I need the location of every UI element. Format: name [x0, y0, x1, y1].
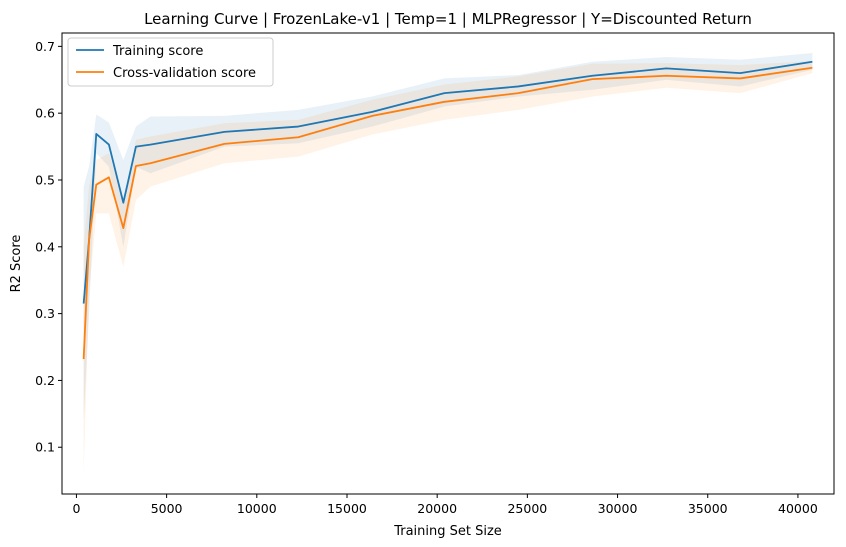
- x-tick-label: 30000: [598, 501, 638, 516]
- legend-label-training: Training score: [112, 44, 203, 59]
- legend: Training score Cross-validation score: [67, 37, 274, 87]
- plot-frame: [61, 32, 835, 495]
- legend-box: [67, 37, 274, 87]
- y-tick-label: 0.1: [35, 440, 55, 455]
- x-axis-ticks: 0 5000 10000 15000 20000 25000 30000 35000 40000: [72, 494, 818, 516]
- x-axis-label: Training Set Size: [393, 524, 502, 539]
- legend-label-cv: Cross-validation score: [113, 66, 256, 81]
- x-tick-label: 40000: [778, 501, 818, 516]
- x-tick-label: 35000: [688, 501, 728, 516]
- series-line-0: [82, 60, 813, 304]
- series-lines: [82, 60, 813, 360]
- y-tick-label: 0.7: [35, 39, 55, 54]
- y-axis-ticks: 0.1 0.2 0.3 0.4 0.5 0.6 0.7: [35, 39, 62, 455]
- y-tick-label: 0.5: [35, 172, 55, 187]
- y-tick-label: 0.2: [35, 373, 55, 388]
- x-tick-label: 20000: [417, 501, 457, 516]
- y-tick-label: 0.6: [35, 106, 55, 121]
- series-line-1: [82, 66, 813, 360]
- confidence-bands: [83, 53, 813, 474]
- x-tick-label: 15000: [327, 501, 367, 516]
- y-tick-label: 0.4: [35, 239, 55, 254]
- x-tick-label: 0: [72, 501, 80, 516]
- x-tick-label: 25000: [507, 501, 547, 516]
- x-tick-label: 5000: [151, 501, 183, 516]
- x-tick-label: 10000: [237, 501, 277, 516]
- chart-title: Learning Curve | FrozenLake-v1 | Temp=1 …: [144, 10, 752, 28]
- y-tick-label: 0.3: [35, 306, 55, 321]
- y-axis-label: R2 Score: [9, 235, 24, 293]
